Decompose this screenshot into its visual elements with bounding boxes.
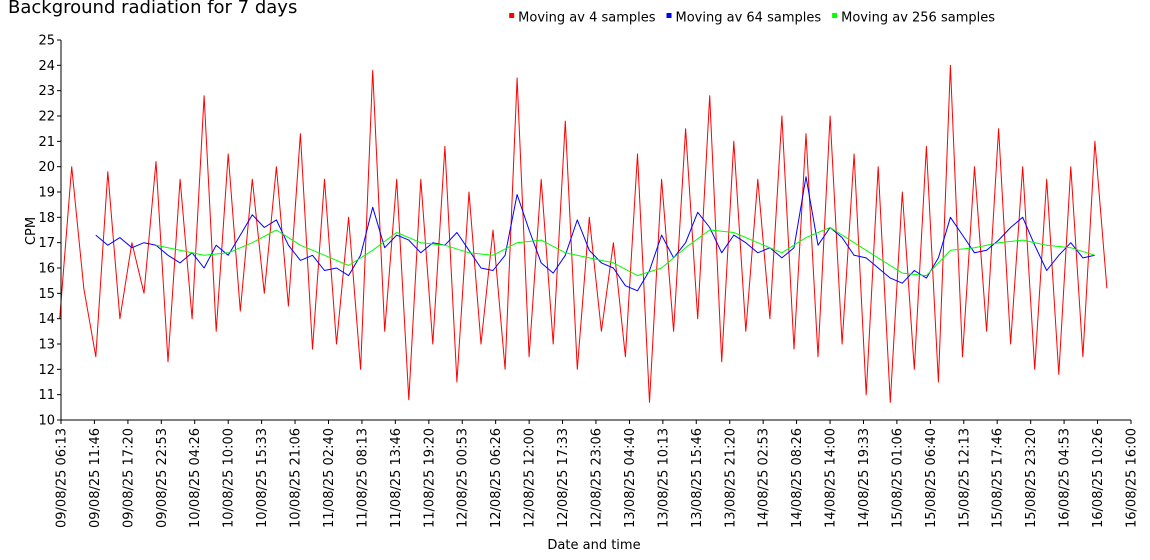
- x-tick-label: 14/08/25 02:53: [757, 428, 772, 528]
- x-tick-label: 15/08/25 12:13: [957, 428, 972, 528]
- x-tick-label: 09/08/25 11:46: [88, 428, 103, 528]
- x-tick-label: 10/08/25 15:33: [255, 428, 270, 528]
- x-tick-label: 13/08/25 10:13: [656, 428, 671, 528]
- y-tick-label: 18: [38, 211, 55, 226]
- x-axis-ticks: 09/08/25 06:13 09/08/25 11:46 09/08/25 17:…: [55, 420, 1140, 528]
- x-tick-label: 11/08/25 08:13: [355, 428, 370, 528]
- x-tick-label: 10/08/25 21:06: [289, 428, 304, 528]
- y-tick-label: 23: [38, 84, 55, 99]
- x-tick-label: 16/08/25 16:00: [1125, 428, 1140, 528]
- x-tick-label: 12/08/25 12:00: [523, 428, 538, 528]
- y-tick-label: 16: [38, 262, 55, 277]
- x-tick-label: 14/08/25 14:00: [824, 428, 839, 528]
- legend-label: Moving av 256 samples: [841, 11, 995, 26]
- y-tick-label: 17: [38, 236, 55, 251]
- x-tick-label: 09/08/25 17:20: [121, 428, 136, 528]
- legend-swatch: [666, 13, 672, 18]
- legend-swatch: [832, 13, 838, 18]
- series-layer: [59, 64, 1108, 403]
- x-tick-label: 13/08/25 04:40: [623, 428, 638, 528]
- x-tick-label: 12/08/25 17:33: [556, 428, 571, 528]
- legend-label: Moving av 4 samples: [518, 11, 656, 26]
- x-axis-label: Date and time: [547, 538, 640, 553]
- y-axis-label: CPM: [24, 217, 39, 245]
- legend: Moving av 4 samples Moving av 64 samples M…: [509, 11, 995, 26]
- chart-title: Background radiation for 7 days: [8, 0, 298, 18]
- y-axis-ticks: 10 11 12 13 14 15 16 17 18 19 20 21 22 23 24 25: [38, 34, 61, 429]
- x-tick-label: 15/08/25 17:46: [991, 428, 1006, 528]
- x-tick-label: 09/08/25 22:53: [155, 428, 170, 528]
- legend-label: Moving av 64 samples: [676, 11, 822, 26]
- x-tick-label: 14/08/25 19:33: [857, 428, 872, 528]
- x-tick-label: 15/08/25 23:20: [1024, 428, 1039, 528]
- x-tick-label: 11/08/25 19:20: [422, 428, 437, 528]
- legend-swatch: [509, 13, 515, 18]
- x-tick-label: 10/08/25 04:26: [188, 428, 203, 528]
- x-tick-label: 13/08/25 21:20: [723, 428, 738, 528]
- y-tick-label: 22: [38, 110, 55, 125]
- y-tick-label: 21: [38, 135, 55, 150]
- x-tick-label: 11/08/25 02:40: [322, 428, 337, 528]
- y-tick-label: 12: [38, 363, 55, 378]
- x-tick-label: 10/08/25 10:00: [222, 428, 237, 528]
- y-tick-label: 14: [38, 312, 55, 327]
- series-line-3: [155, 227, 1096, 277]
- series-line-1: [59, 64, 1108, 403]
- y-tick-label: 20: [38, 160, 55, 175]
- series-line-2: [95, 176, 1096, 292]
- y-tick-label: 15: [38, 287, 55, 302]
- x-tick-label: 15/08/25 01:06: [890, 428, 905, 528]
- x-tick-label: 12/08/25 23:06: [589, 428, 604, 528]
- y-tick-label: 10: [38, 414, 55, 429]
- y-tick-label: 19: [38, 186, 55, 201]
- x-tick-label: 16/08/25 04:53: [1058, 428, 1073, 528]
- y-tick-label: 13: [38, 338, 55, 353]
- y-tick-label: 25: [38, 34, 55, 49]
- x-tick-label: 11/08/25 13:46: [389, 428, 404, 528]
- y-tick-label: 11: [38, 388, 55, 403]
- x-tick-label: 12/08/25 06:26: [489, 428, 504, 528]
- x-tick-label: 09/08/25 06:13: [55, 428, 70, 528]
- x-tick-label: 14/08/25 08:26: [790, 428, 805, 528]
- x-tick-label: 13/08/25 15:46: [690, 428, 705, 528]
- y-tick-label: 24: [38, 59, 55, 74]
- x-tick-label: 12/08/25 00:53: [456, 428, 471, 528]
- x-tick-label: 16/08/25 10:26: [1091, 428, 1106, 528]
- x-tick-label: 15/08/25 06:40: [924, 428, 939, 528]
